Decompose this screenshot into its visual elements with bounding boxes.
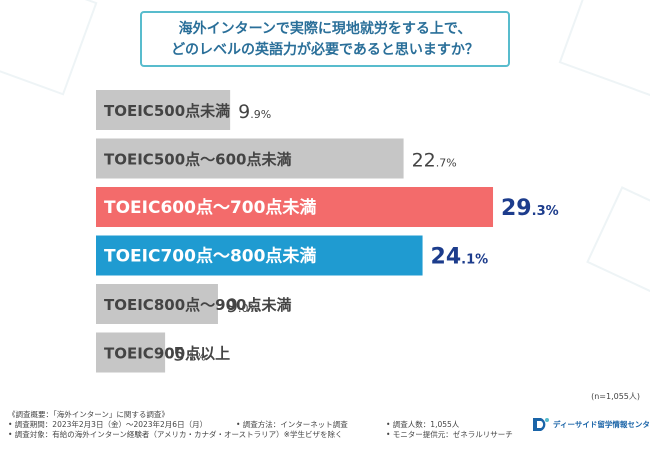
question-line-2: どのレベルの英語力が必要であると思いますか？	[171, 42, 479, 58]
question-line-1: 海外インターンで実際に現地就労をする上で、	[178, 21, 472, 37]
category-label-4: TOEIC700点～800点未満	[104, 246, 316, 267]
survey-period: • 調査期間：2023年2月3日（金）～2023年2月6日（月）	[8, 420, 208, 429]
value-label-3: 29.3%	[501, 196, 559, 221]
value-label-2: 22.7%	[412, 150, 457, 172]
sample-size-note: (n=1,055人)	[591, 392, 640, 401]
value-label-5: 9.0%	[226, 295, 259, 317]
category-label-5: TOEIC800点～900点未満	[104, 296, 291, 314]
survey-footer: 《調査概要：「海外インターン」に関する調査》 • 調査期間：2023年2月3日（…	[8, 410, 528, 440]
category-label-2: TOEIC500点～600点未満	[104, 151, 291, 169]
bar-5	[96, 284, 218, 324]
brand-logo: ディーサイド留学情報センター	[532, 416, 650, 432]
logo-mark-icon	[533, 418, 549, 431]
logo-text: ディーサイド留学情報センター	[553, 419, 650, 429]
bar-4	[96, 235, 423, 276]
survey-overview: 《調査概要：「海外インターン」に関する調査》	[8, 410, 169, 419]
bar-2	[96, 138, 404, 179]
bar-6	[96, 332, 166, 373]
bar-3	[96, 187, 494, 227]
category-label-1: TOEIC500点未満	[104, 102, 230, 120]
bar-1	[96, 90, 231, 130]
survey-count: • 調査人数：1,055人	[386, 420, 460, 429]
value-label-4: 24.1%	[431, 245, 489, 270]
question-title-box: 海外インターンで実際に現地就労をする上で、 どのレベルの英語力が必要であると思い…	[140, 11, 510, 67]
survey-provider: • モニター提供元：ゼネラルリサーチ	[386, 430, 513, 439]
survey-method: • 調査方法：インターネット調査	[236, 420, 348, 429]
value-label-1: 9.9%	[238, 101, 271, 123]
category-label-6: TOEIC900点以上	[104, 345, 230, 363]
survey-target: • 調査対象：有給の海外インターン経験者（アメリカ・カナダ・オーストラリア）※学…	[8, 430, 343, 439]
category-label-3: TOEIC600点～700点未満	[104, 197, 316, 218]
value-label-6: 5.1%	[173, 344, 206, 366]
